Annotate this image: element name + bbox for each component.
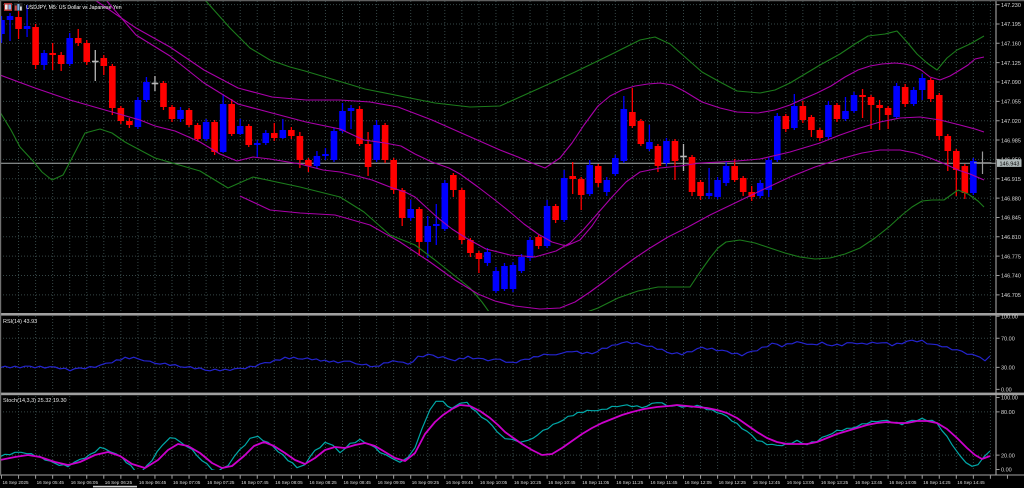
svg-text:16 Sep 14:25: 16 Sep 14:25 (923, 480, 951, 485)
svg-text:16 Sep 2025: 16 Sep 2025 (3, 480, 30, 485)
svg-text:RSI(14) 43.93: RSI(14) 43.93 (3, 319, 37, 325)
svg-text:16 Sep 07:45: 16 Sep 07:45 (241, 480, 269, 485)
svg-text:0.00: 0.00 (1001, 388, 1012, 394)
svg-text:16 Sep 10:05: 16 Sep 10:05 (480, 480, 508, 485)
svg-text:147.090: 147.090 (1001, 80, 1021, 86)
svg-text:100.00: 100.00 (1001, 396, 1018, 402)
svg-text:16 Sep 06:05: 16 Sep 06:05 (71, 480, 99, 485)
svg-text:16 Sep 08:05: 16 Sep 08:05 (275, 480, 303, 485)
svg-text:146.705: 146.705 (1001, 293, 1021, 299)
svg-text:16 Sep 14:05: 16 Sep 14:05 (889, 480, 917, 485)
svg-text:147.125: 147.125 (1001, 61, 1021, 67)
svg-text:16 Sep 11:45: 16 Sep 11:45 (650, 480, 677, 485)
svg-text:16 Sep 10:25: 16 Sep 10:25 (514, 480, 542, 485)
svg-text:146.880: 146.880 (1001, 196, 1021, 202)
svg-text:100.00: 100.00 (1001, 314, 1018, 320)
svg-text:146.810: 146.810 (1001, 235, 1021, 241)
svg-text:147.020: 147.020 (1001, 119, 1021, 125)
svg-text:16 Sep 07:05: 16 Sep 07:05 (173, 480, 201, 485)
svg-text:146.775: 146.775 (1001, 254, 1021, 260)
svg-text:146.943: 146.943 (1000, 161, 1020, 167)
svg-text:146.915: 146.915 (1001, 177, 1021, 183)
svg-text:USDJPY, M5: US Dollar vs Japan: USDJPY, M5: US Dollar vs Japanese Yen (26, 5, 122, 11)
svg-text:16 Sep 11:25: 16 Sep 11:25 (616, 480, 643, 485)
svg-text:16 Sep 14:45: 16 Sep 14:45 (957, 480, 985, 485)
svg-text:16 Sep 09:45: 16 Sep 09:45 (446, 480, 474, 485)
svg-text:16 Sep 12:45: 16 Sep 12:45 (753, 480, 781, 485)
svg-text:0.00: 0.00 (1001, 468, 1012, 474)
svg-text:16 Sep 09:05: 16 Sep 09:05 (378, 480, 406, 485)
svg-text:20.00: 20.00 (1001, 453, 1015, 459)
svg-text:Stoch(14,3,3) 25.32 19.30: Stoch(14,3,3) 25.32 19.30 (3, 398, 67, 404)
svg-text:147.055: 147.055 (1001, 100, 1021, 106)
svg-text:146.845: 146.845 (1001, 216, 1021, 222)
svg-text:16 Sep 11:05: 16 Sep 11:05 (582, 480, 609, 485)
svg-text:30.00: 30.00 (1001, 366, 1015, 372)
svg-text:147.195: 147.195 (1001, 22, 1021, 28)
svg-text:16 Sep 12:25: 16 Sep 12:25 (719, 480, 747, 485)
svg-text:16 Sep 10:45: 16 Sep 10:45 (548, 480, 576, 485)
svg-text:16 Sep 09:25: 16 Sep 09:25 (412, 480, 440, 485)
svg-text:147.160: 147.160 (1001, 42, 1021, 48)
svg-text:16 Sep 05:45: 16 Sep 05:45 (37, 480, 65, 485)
svg-text:16 Sep 13:25: 16 Sep 13:25 (821, 480, 849, 485)
svg-text:80.00: 80.00 (1001, 410, 1015, 416)
svg-text:146.740: 146.740 (1001, 274, 1021, 280)
svg-text:16 Sep 06:25: 16 Sep 06:25 (105, 480, 133, 485)
svg-text:16 Sep 06:45: 16 Sep 06:45 (139, 480, 167, 485)
svg-text:16 Sep 13:45: 16 Sep 13:45 (855, 480, 883, 485)
svg-text:147.230: 147.230 (1001, 3, 1021, 9)
svg-text:16 Sep 13:05: 16 Sep 13:05 (787, 480, 815, 485)
svg-text:16 Sep 12:05: 16 Sep 12:05 (685, 480, 713, 485)
svg-text:16 Sep 08:45: 16 Sep 08:45 (344, 480, 372, 485)
svg-text:146.985: 146.985 (1001, 138, 1021, 144)
svg-text:16 Sep 08:25: 16 Sep 08:25 (309, 480, 337, 485)
svg-text:16 Sep 07:25: 16 Sep 07:25 (207, 480, 235, 485)
svg-text:70.00: 70.00 (1001, 336, 1015, 342)
